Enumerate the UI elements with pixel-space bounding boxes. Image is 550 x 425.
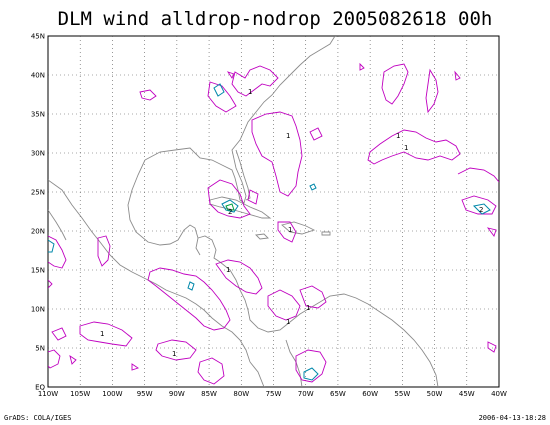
contour-label: 1 xyxy=(248,88,252,96)
y-tick-label: 35N xyxy=(31,111,45,119)
contour-label: 2 xyxy=(479,206,483,214)
map-title: DLM wind alldrop-nodrop 2005082618 00h xyxy=(57,8,493,30)
x-tick-label: 110W xyxy=(38,390,58,398)
x-tick-label: 65W xyxy=(330,390,346,398)
contour-label: 1 xyxy=(286,318,290,326)
x-tick-label: 100W xyxy=(102,390,122,398)
x-tick-label: 60W xyxy=(362,390,378,398)
contour-label: 1 xyxy=(404,144,408,152)
y-tick-label: 25N xyxy=(31,189,45,197)
contour-label: 2 xyxy=(228,208,232,216)
contours-tertiary xyxy=(225,203,235,211)
x-tick-label: 80W xyxy=(233,390,249,398)
contour-label: 1 xyxy=(288,226,292,234)
y-tick-label: EQ xyxy=(35,384,45,392)
contour-label: 1 xyxy=(226,266,230,274)
x-tick-label: 50W xyxy=(427,390,443,398)
footer-left: GrADS: COLA/IGES xyxy=(4,414,72,422)
x-tick-label: 40W xyxy=(491,390,507,398)
x-tick-label: 105W xyxy=(70,390,90,398)
contour-labels: 1 1 1 1 1 1 1 1 1 2 2 1 xyxy=(100,88,483,358)
y-tick-label: 20N xyxy=(31,228,45,236)
y-tick-label: 30N xyxy=(31,150,45,158)
footer-right: 2006-04-13-18:28 xyxy=(478,414,546,422)
x-tick-label: 95W xyxy=(137,390,153,398)
x-tick-label: 45W xyxy=(459,390,475,398)
contours-secondary xyxy=(48,83,491,381)
contour-label: 1 xyxy=(100,330,104,338)
x-tick-label: 75W xyxy=(266,390,282,398)
x-axis-ticks: 110W 105W 100W 95W 90W 85W 80W 75W 70W 65W 60W 55W 5… xyxy=(38,390,507,398)
x-tick-label: 70W xyxy=(298,390,314,398)
y-tick-label: 5N xyxy=(35,345,45,353)
x-tick-label: 55W xyxy=(394,390,410,398)
y-tick-label: 10N xyxy=(31,306,45,314)
y-tick-label: 40N xyxy=(31,72,45,80)
contour-label: 1 xyxy=(306,304,310,312)
x-tick-label: 90W xyxy=(169,390,185,398)
y-tick-label: 15N xyxy=(31,267,45,275)
contour-label: 1 xyxy=(286,132,290,140)
contour-label: 1 xyxy=(396,132,400,140)
y-axis-ticks: EQ 5N 10N 15N 20N 25N 30N 35N 40N 45N xyxy=(31,33,46,392)
contours-primary xyxy=(48,62,499,385)
x-tick-label: 85W xyxy=(201,390,217,398)
contour-label: 1 xyxy=(172,350,176,358)
y-tick-label: 45N xyxy=(31,33,45,41)
